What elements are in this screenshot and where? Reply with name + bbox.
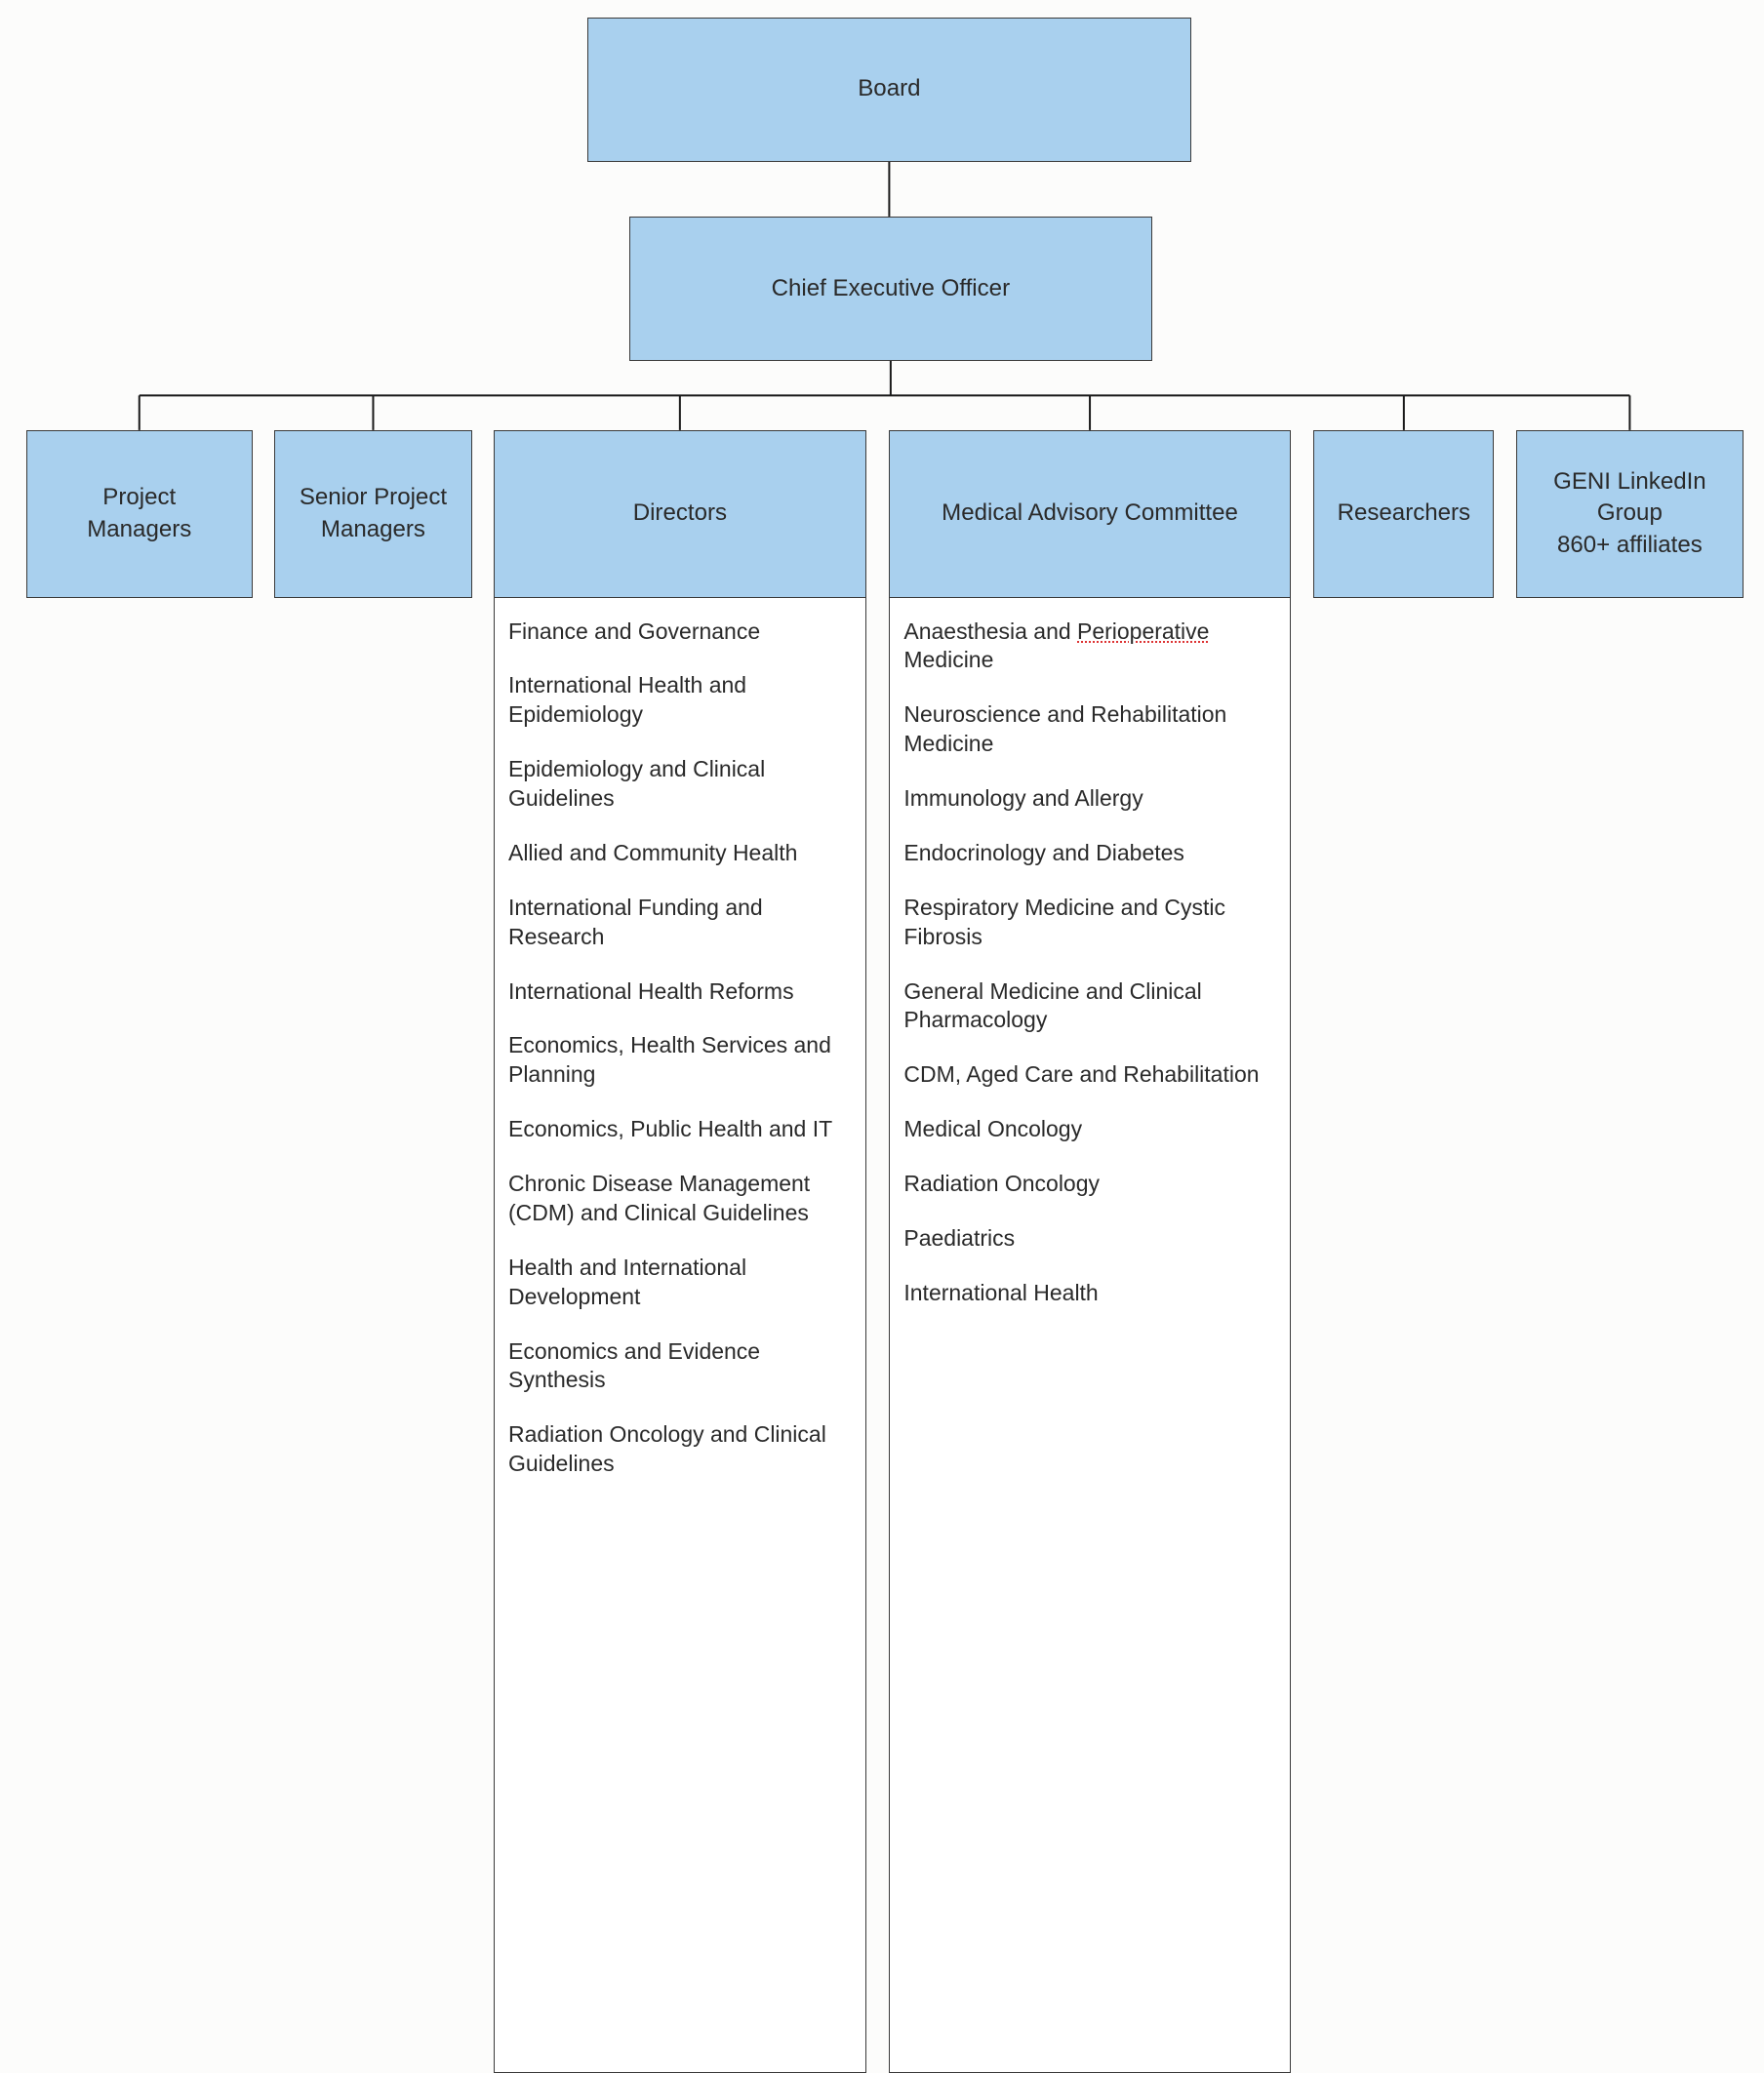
node-label: Chief Executive Officer xyxy=(772,273,1010,305)
node-label: Senior ProjectManagers xyxy=(300,482,447,545)
node-ceo: Chief Executive Officer xyxy=(629,217,1152,361)
node-label: GENI LinkedInGroup860+ affiliates xyxy=(1553,466,1706,562)
list-item: Radiation Oncology and Clinical Guidelin… xyxy=(508,1420,852,1479)
node-label: Medical Advisory Committee xyxy=(942,498,1238,530)
list-item: Paediatrics xyxy=(903,1224,1275,1254)
list-item: Epidemiology and Clinical Guidelines xyxy=(508,755,852,814)
list-item: Allied and Community Health xyxy=(508,839,852,868)
list-item: Chronic Disease Management (CDM) and Cli… xyxy=(508,1170,852,1228)
node-board: Board xyxy=(587,18,1190,162)
list-item: Economics and Evidence Synthesis xyxy=(508,1337,852,1396)
node-medical-advisory-committee: Medical Advisory Committee xyxy=(889,430,1290,598)
node-label: Researchers xyxy=(1338,498,1471,530)
list-item: Immunology and Allergy xyxy=(903,784,1275,814)
list-item: Anaesthesia and Perioperative Medicine xyxy=(903,618,1275,676)
list-item: General Medicine and Clinical Pharmacolo… xyxy=(903,977,1275,1036)
list-item: Neuroscience and Rehabilitation Medicine xyxy=(903,700,1275,759)
node-senior-project-managers: Senior ProjectManagers xyxy=(274,430,472,598)
node-label: ProjectManagers xyxy=(87,482,191,545)
list-item: International Health and Epidemiology xyxy=(508,671,852,730)
node-project-managers: ProjectManagers xyxy=(26,430,253,598)
node-researchers: Researchers xyxy=(1313,430,1494,598)
connector-lines xyxy=(0,0,1764,1424)
list-item: International Health Reforms xyxy=(508,977,852,1007)
node-label: Board xyxy=(858,73,920,105)
list-item: International Funding and Research xyxy=(508,894,852,952)
node-directors: Directors xyxy=(494,430,866,598)
node-label: Directors xyxy=(633,498,727,530)
list-item: CDM, Aged Care and Rehabilitation xyxy=(903,1060,1275,1090)
list-item: Finance and Governance xyxy=(508,618,852,647)
list-item: Economics, Public Health and IT xyxy=(508,1115,852,1144)
list-item: Medical Oncology xyxy=(903,1115,1275,1144)
node-geni-linkedin-group: GENI LinkedInGroup860+ affiliates xyxy=(1516,430,1744,598)
list-item: Respiratory Medicine and Cystic Fibrosis xyxy=(903,894,1275,952)
org-chart-canvas: Board Chief Executive Officer ProjectMan… xyxy=(0,0,1764,1424)
list-item: Economics, Health Services and Planning xyxy=(508,1031,852,1090)
list-item: International Health xyxy=(903,1279,1275,1308)
list-item: Endocrinology and Diabetes xyxy=(903,839,1275,868)
directors-list: Finance and Governance International Heal… xyxy=(494,598,866,2073)
medical-advisory-list: Anaesthesia and Perioperative Medicine Ne… xyxy=(889,598,1290,2073)
list-item: Health and International Development xyxy=(508,1254,852,1312)
list-item: Radiation Oncology xyxy=(903,1170,1275,1199)
